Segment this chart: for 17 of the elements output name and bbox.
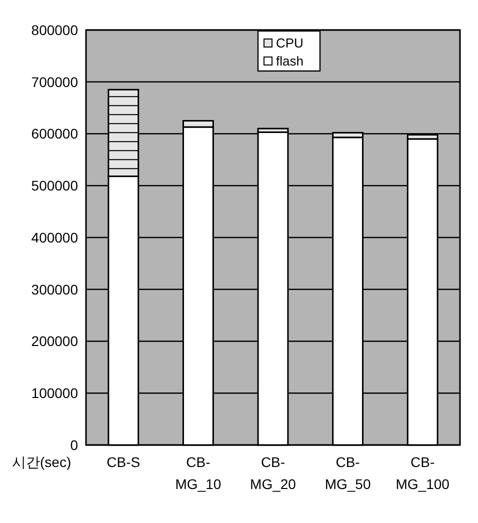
y-tick-label: 200000: [31, 333, 78, 350]
x-tick-label: CB-S: [106, 454, 140, 470]
legend-label: CPU: [276, 36, 304, 51]
x-tick-label: CB-MG_20: [250, 454, 296, 492]
y-tick-label: 700000: [31, 74, 78, 90]
y-tick-label: 500000: [31, 178, 78, 194]
legend-label: flash: [276, 54, 304, 69]
y-axis-title: 시간(sec): [12, 454, 72, 470]
y-tick-label: 600000: [31, 126, 78, 142]
y-tick-label: 300000: [31, 281, 78, 298]
x-tick-label: CB-MG_50: [324, 454, 371, 492]
x-tick-label: CB-MG_100: [396, 454, 450, 492]
x-tick-label: CB-MG_10: [175, 454, 222, 492]
y-tick-label: 100000: [31, 385, 78, 402]
y-tick-label: 400000: [31, 229, 78, 246]
y-tick-label: 0: [70, 436, 78, 453]
y-tick-label: 800000: [31, 22, 78, 38]
